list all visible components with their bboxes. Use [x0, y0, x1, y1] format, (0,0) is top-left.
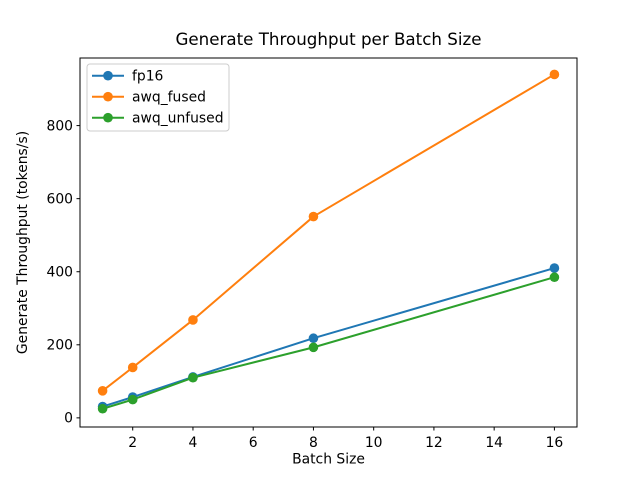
legend-label: awq_unfused: [132, 111, 224, 127]
series-layer: [97, 69, 560, 414]
data-point-awq_unfused: [308, 342, 319, 353]
y-tick-label: 600: [46, 191, 73, 207]
x-tick-label: 12: [425, 435, 443, 451]
y-tick-label: 0: [64, 411, 73, 427]
legend-item-awq_fused: awq_fused: [92, 90, 206, 106]
legend-label: awq_fused: [132, 90, 206, 106]
y-axis-label: Generate Throughput (tokens/s): [15, 131, 31, 354]
x-tick-label: 14: [485, 435, 503, 451]
legend-label: fp16: [132, 69, 163, 85]
data-point-awq_fused: [308, 211, 319, 222]
data-point-awq_fused: [549, 69, 560, 80]
y-tick-label: 800: [46, 118, 73, 134]
data-point-awq_fused: [127, 362, 138, 373]
legend-layer: fp16 awq_fused awq_unfused: [86, 63, 230, 132]
x-tick-label: 4: [189, 435, 198, 451]
plot-frame: [79, 57, 578, 428]
chart-title: Generate Throughput per Batch Size: [175, 29, 481, 49]
data-point-awq_fused: [97, 386, 108, 396]
series-line-awq_unfused: [101, 276, 556, 410]
legend-marker-icon: [103, 70, 113, 81]
x-tick-label: 8: [309, 435, 318, 451]
legend-item-awq_unfused: awq_unfused: [92, 111, 224, 127]
data-point-fp16: [308, 333, 319, 344]
y-tick-label: 200: [46, 338, 73, 354]
y-tick-label: 400: [46, 265, 73, 281]
x-tick-label: 10: [365, 435, 383, 451]
legend-marker-icon: [103, 112, 113, 123]
legend-box: [86, 63, 230, 132]
x-tick-label: 16: [546, 435, 564, 451]
x-tick-label: 6: [249, 435, 258, 451]
x-tick-label: 2: [128, 435, 137, 451]
data-point-awq_unfused: [127, 394, 138, 405]
legend-item-fp16: fp16: [92, 69, 163, 85]
data-point-awq_unfused: [549, 272, 560, 283]
data-point-fp16: [549, 263, 560, 273]
legend-marker-icon: [103, 91, 113, 102]
x-axis-label: Batch Size: [292, 452, 365, 468]
axes-layer: 2 4 6 8 10 12 14 16 0 200 400 600 800: [46, 57, 578, 451]
data-point-awq_unfused: [188, 372, 198, 383]
data-point-awq_unfused: [97, 403, 108, 414]
data-point-awq_fused: [188, 315, 198, 325]
